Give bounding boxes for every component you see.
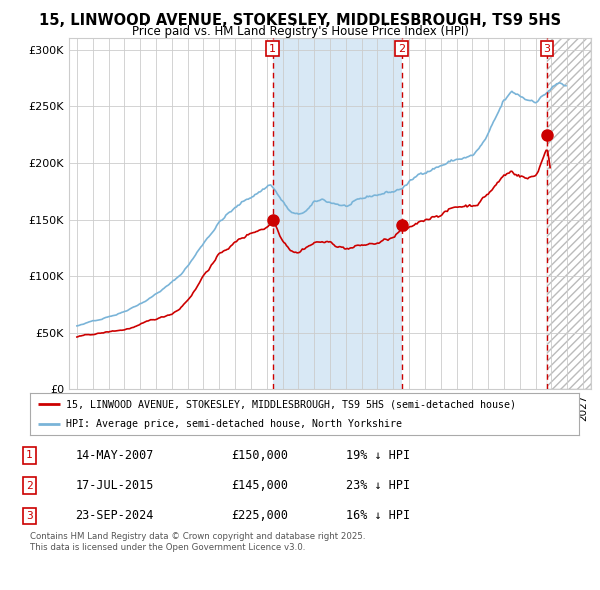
Text: £150,000: £150,000 [231,449,288,462]
Text: 17-JUL-2015: 17-JUL-2015 [76,479,154,492]
Text: 15, LINWOOD AVENUE, STOKESLEY, MIDDLESBROUGH, TS9 5HS: 15, LINWOOD AVENUE, STOKESLEY, MIDDLESBR… [39,13,561,28]
Text: Price paid vs. HM Land Registry's House Price Index (HPI): Price paid vs. HM Land Registry's House … [131,25,469,38]
Text: 23-SEP-2024: 23-SEP-2024 [76,509,154,522]
Text: 23% ↓ HPI: 23% ↓ HPI [346,479,410,492]
Text: 16% ↓ HPI: 16% ↓ HPI [346,509,410,522]
Text: 19% ↓ HPI: 19% ↓ HPI [346,449,410,462]
Bar [547,38,591,389]
Text: 2: 2 [398,44,406,54]
Bar [272,38,402,389]
Text: 2: 2 [26,481,32,490]
Text: £225,000: £225,000 [231,509,288,522]
Text: 1: 1 [269,44,276,54]
Text: 15, LINWOOD AVENUE, STOKESLEY, MIDDLESBROUGH, TS9 5HS (semi-detached house): 15, LINWOOD AVENUE, STOKESLEY, MIDDLESBR… [65,399,515,409]
Text: £145,000: £145,000 [231,479,288,492]
Text: HPI: Average price, semi-detached house, North Yorkshire: HPI: Average price, semi-detached house,… [65,419,401,429]
Text: 3: 3 [544,44,551,54]
Text: Contains HM Land Registry data © Crown copyright and database right 2025.
This d: Contains HM Land Registry data © Crown c… [30,532,365,552]
Text: 3: 3 [26,511,32,520]
Text: 1: 1 [26,451,32,460]
Text: 14-MAY-2007: 14-MAY-2007 [76,449,154,462]
